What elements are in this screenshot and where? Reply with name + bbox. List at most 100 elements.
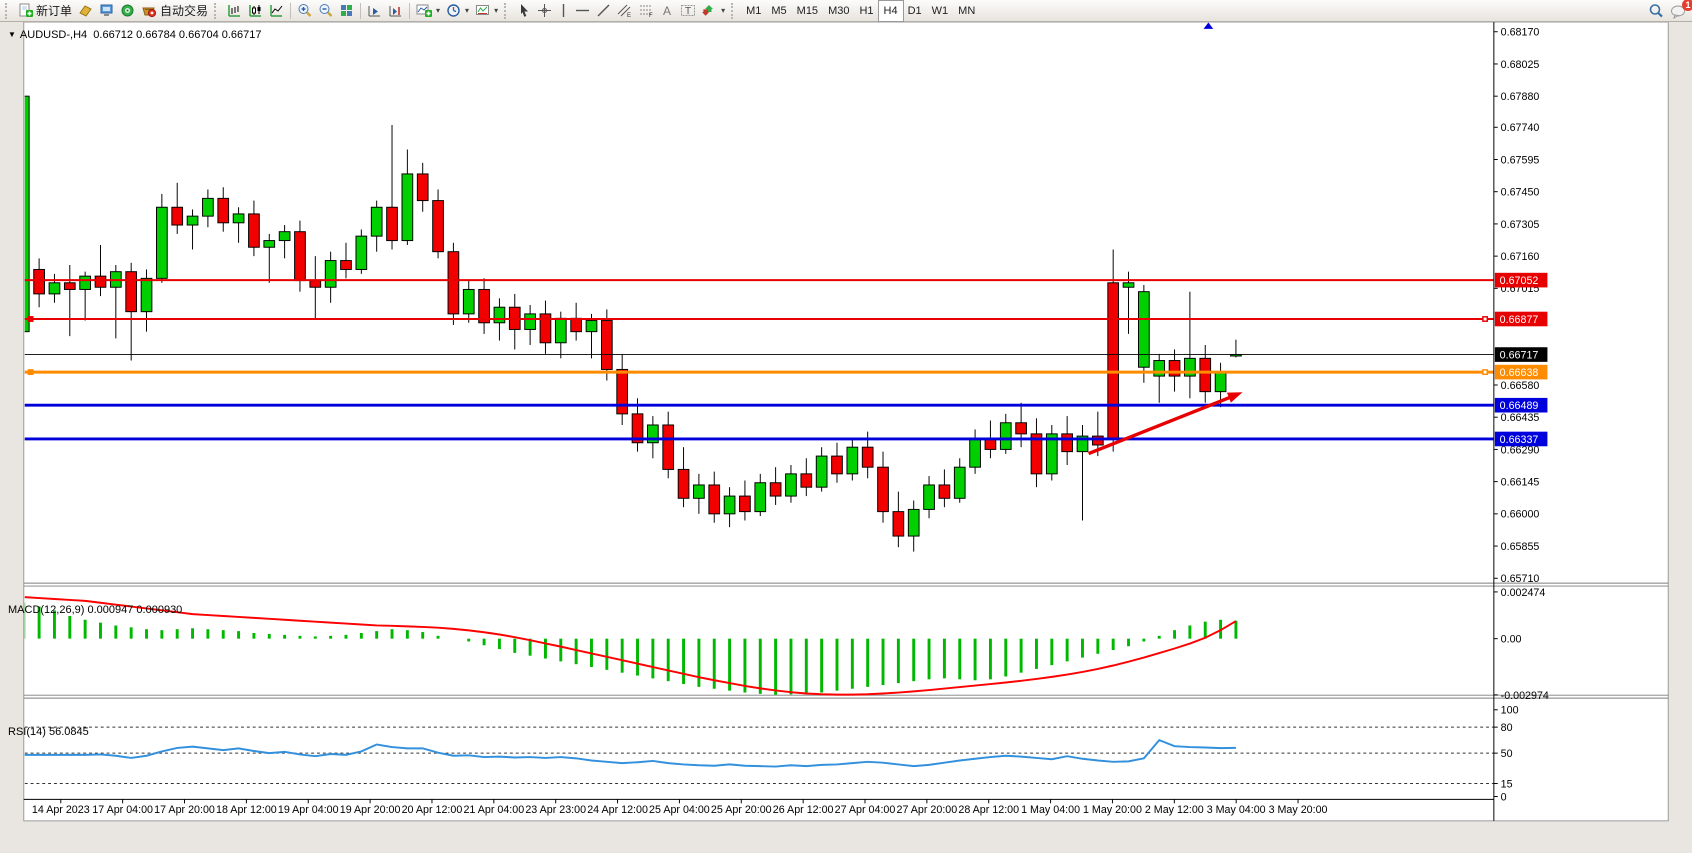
text-button[interactable]: A — [658, 1, 677, 21]
market-watch-button[interactable] — [96, 1, 117, 21]
arrows-icon — [702, 3, 717, 18]
timeframe-d1-button[interactable]: D1 — [903, 1, 927, 21]
tile-windows-button[interactable] — [336, 1, 357, 21]
candle — [33, 268, 45, 295]
candle — [125, 271, 138, 313]
arrows-button[interactable]: ▾ — [699, 1, 728, 21]
zoom-out-button[interactable] — [315, 1, 336, 21]
toolbar-grip[interactable] — [731, 2, 738, 19]
price-marker-0.66337: 0.66337 — [1494, 431, 1548, 447]
hline-pivot-orange[interactable] — [24, 369, 1494, 376]
periods-button[interactable]: ▾ — [443, 1, 472, 21]
main-toolbar: 新订单 自动交易 ▾ ▾ — [0, 0, 1692, 22]
candle — [1184, 357, 1196, 377]
candle — [677, 468, 690, 499]
fibonacci-icon: F — [639, 3, 655, 18]
toolbar-grip[interactable] — [214, 2, 221, 19]
trendline-button[interactable] — [593, 1, 614, 21]
svg-text:0.66638: 0.66638 — [1500, 367, 1539, 379]
horizontal-line-button[interactable] — [572, 1, 593, 21]
candle — [769, 482, 782, 497]
candle — [370, 206, 383, 237]
hline-handle[interactable] — [27, 316, 34, 322]
price-tick-label: 0.68170 — [1501, 27, 1540, 39]
crosshair-button[interactable] — [534, 1, 555, 21]
price-tick-label: 0.67305 — [1501, 219, 1540, 231]
candle — [631, 413, 644, 444]
time-tick-label: 27 Apr 04:00 — [835, 804, 896, 816]
line-chart-button[interactable] — [266, 1, 287, 21]
chart-shift-marker[interactable] — [1203, 22, 1214, 29]
price-marker-0.67052: 0.67052 — [1494, 272, 1548, 288]
trend-arrow-annotation[interactable] — [1087, 392, 1243, 456]
equidistant-channel-button[interactable]: E — [614, 1, 636, 21]
symbol-dropdown-icon[interactable]: ▼ — [8, 30, 16, 39]
vertical-line-button[interactable] — [555, 1, 572, 21]
arrows-caret-icon: ▾ — [721, 6, 726, 15]
hline-resistance-2[interactable] — [24, 316, 1494, 322]
data-window-button[interactable] — [75, 1, 96, 21]
timeframe-h4-button[interactable]: H4 — [877, 0, 904, 22]
candle — [1030, 433, 1043, 475]
new-order-icon — [18, 3, 33, 18]
fibonacci-button[interactable]: F — [636, 1, 658, 21]
candle — [478, 288, 490, 324]
candle — [969, 437, 981, 468]
rsi-axis-label: 50 — [1501, 748, 1513, 760]
zoom-in-button[interactable] — [294, 1, 315, 21]
price-tick-label: 0.66435 — [1501, 412, 1540, 424]
search-button[interactable] — [1645, 1, 1667, 21]
macd-axis-label: 0.00 — [1501, 634, 1522, 646]
time-tick-label: 27 Apr 20:00 — [897, 804, 958, 816]
cursor-button[interactable] — [514, 1, 534, 21]
search-icon — [1648, 3, 1664, 19]
auto-scroll-button[interactable] — [364, 1, 385, 21]
timeframe-m1-button[interactable]: M1 — [741, 1, 766, 21]
time-tick-label: 21 Apr 04:00 — [463, 804, 524, 816]
time-tick-label: 24 Apr 12:00 — [587, 804, 648, 816]
price-axis[interactable]: 0.68170 0.68025 0.67880 0.67740 0.67595 0.674… — [1493, 27, 1548, 586]
rsi-pane — [24, 726, 1494, 784]
bar-chart-button[interactable] — [224, 1, 245, 21]
navigator-button[interactable] — [117, 1, 138, 21]
new-order-button[interactable]: 新订单 — [15, 1, 75, 21]
text-label-button[interactable]: T — [677, 1, 699, 21]
toolbar-grip[interactable] — [504, 2, 511, 19]
timeframe-h1-button[interactable]: H1 — [854, 1, 878, 21]
toolbar-grip[interactable] — [5, 2, 12, 19]
timeframe-w1-button[interactable]: W1 — [927, 1, 954, 21]
time-tick-label: 18 Apr 12:00 — [216, 804, 277, 816]
time-axis[interactable]: 14 Apr 2023 17 Apr 04:00 17 Apr 20:00 18 Ap… — [32, 799, 1328, 816]
macd-signal-line — [24, 596, 1237, 696]
candle — [739, 495, 751, 513]
chat-button[interactable] — [1667, 1, 1690, 21]
candle — [48, 282, 61, 295]
autotrading-button[interactable]: 自动交易 — [138, 1, 211, 21]
timeframe-m15-button[interactable]: M15 — [792, 1, 823, 21]
candle — [294, 231, 306, 282]
candle — [1168, 360, 1181, 377]
timeframe-m30-button[interactable]: M30 — [823, 1, 854, 21]
candle — [815, 455, 828, 488]
candlestick-chart-button[interactable] — [245, 1, 266, 21]
time-tick-label: 20 Apr 12:00 — [402, 804, 463, 816]
hline-handle[interactable] — [27, 369, 34, 376]
price-tick-label: 0.67160 — [1501, 251, 1540, 263]
candle — [186, 215, 199, 226]
templates-button[interactable]: ▾ — [472, 1, 501, 21]
candle — [831, 455, 843, 475]
chart-canvas[interactable]: 0.68170 0.68025 0.67880 0.67740 0.67595 0.674… — [0, 22, 1692, 853]
candle — [79, 275, 91, 290]
chart-title[interactable]: ▼ AUDUSD-,H4 0.66712 0.66784 0.66704 0.66… — [8, 29, 262, 41]
candle — [1199, 357, 1212, 393]
price-marker-0.66877: 0.66877 — [1494, 311, 1548, 327]
candle — [570, 317, 582, 333]
timeframe-mn-button[interactable]: MN — [953, 1, 980, 21]
indicators-button[interactable]: ▾ — [413, 1, 443, 21]
candle — [202, 197, 214, 217]
svg-text:E: E — [627, 13, 631, 18]
chart-shift-icon — [388, 3, 403, 18]
chart-shift-button[interactable] — [385, 1, 406, 21]
timeframe-m5-button[interactable]: M5 — [766, 1, 791, 21]
rsi-line — [24, 738, 1236, 768]
